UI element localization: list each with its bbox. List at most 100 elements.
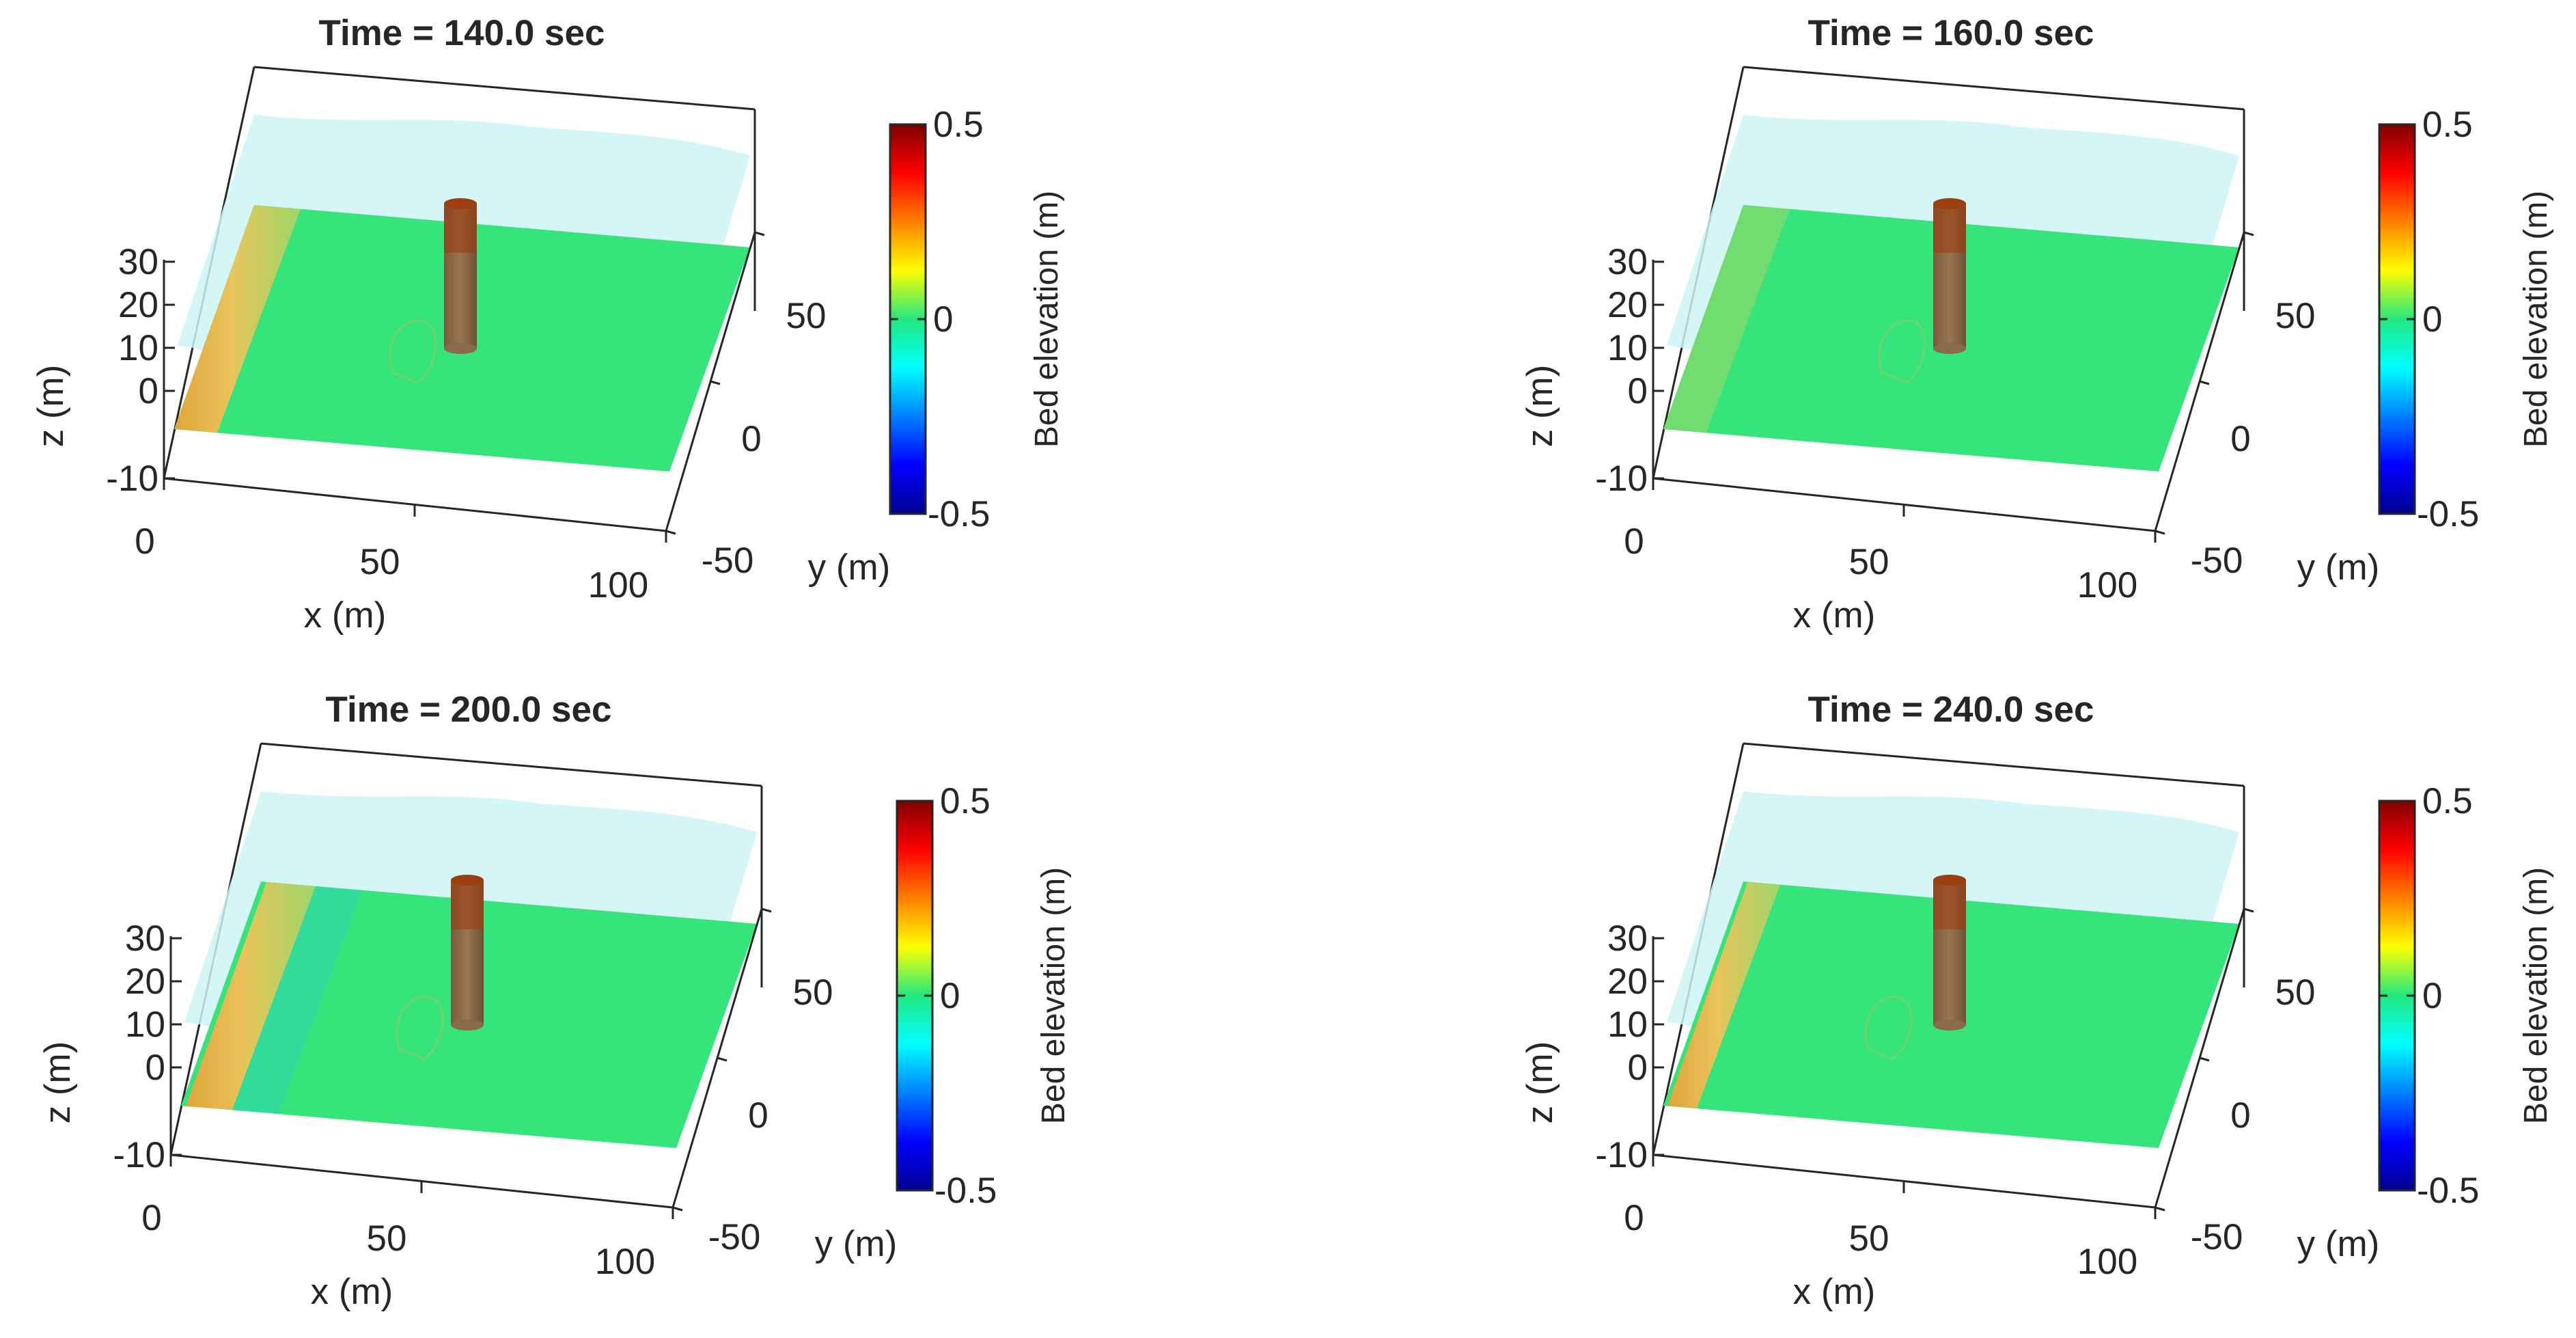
y-tick-labels: 50 0 -50 (2191, 972, 2316, 1257)
x-tick: 50 (1849, 542, 1889, 582)
colorbar-tick: 0.5 (2422, 781, 2473, 821)
colorbar-tick: 0 (940, 976, 960, 1016)
y-axis-label: y (m) (2297, 547, 2380, 588)
x-tick: 50 (1849, 1218, 1889, 1259)
bed-ridge (186, 882, 316, 1110)
x-axis-label: x (m) (1793, 1272, 1876, 1312)
x-tick: 0 (135, 521, 154, 562)
x-tick: 100 (2077, 1242, 2137, 1282)
tick-marks (163, 231, 765, 543)
colorbar-label: Bed elevation (m) (1036, 867, 1072, 1124)
x-axis-label: x (m) (304, 595, 387, 636)
z-axis-label: z (m) (1520, 365, 1560, 448)
colorbar-tick: 0.5 (2422, 105, 2473, 145)
colorbar-tick: -0.5 (2417, 494, 2479, 534)
tick-marks (1652, 907, 2254, 1219)
y-tick: 50 (786, 296, 827, 336)
z-tick: 20 (1607, 285, 1648, 325)
z-tick: 0 (146, 1048, 165, 1088)
panel-title: Time = 140.0 sec (319, 13, 605, 53)
z-tick: 30 (1607, 242, 1648, 282)
scour-contour (396, 996, 444, 1061)
z-tick: 20 (1607, 961, 1648, 1002)
colorbar-tick: 0.5 (940, 781, 991, 821)
subplot-4: Time = 240.0 sec (1520, 690, 2554, 1312)
x-tick-labels: 0 50 100 (1624, 1198, 2137, 1282)
z-tick: 10 (118, 328, 158, 368)
colorbar-tick: 0.5 (933, 105, 984, 145)
panel-title: Time = 200.0 sec (326, 690, 612, 730)
pile-cylinder (451, 875, 484, 1030)
x-tick: 50 (360, 542, 400, 582)
y-tick: -50 (2191, 1217, 2243, 1257)
x-tick: 0 (1624, 1198, 1644, 1238)
z-tick: 30 (118, 242, 158, 282)
z-axis-label: z (m) (38, 1041, 78, 1124)
x-tick: 50 (367, 1218, 407, 1259)
colorbar-label: Bed elevation (m) (1029, 191, 1065, 448)
z-axis-label: z (m) (31, 365, 71, 448)
colorbar-tick: -0.5 (928, 494, 990, 534)
y-tick: 50 (2275, 296, 2316, 336)
z-tick: 30 (125, 918, 165, 959)
colorbar-tick: 0 (2422, 299, 2442, 340)
z-tick: 0 (1628, 1048, 1648, 1088)
bed-ridge (174, 205, 301, 433)
colorbar-label: Bed elevation (m) (2518, 867, 2554, 1124)
colorbar: 0.5 0 -0.5 Bed elevation (m) (2378, 105, 2554, 534)
pile-cylinder (1933, 875, 1966, 1030)
y-tick: -50 (708, 1217, 761, 1257)
colorbar: 0.5 0 -0.5 Bed elevation (m) (2378, 781, 2554, 1211)
z-tick: 10 (125, 1005, 165, 1045)
y-tick: 50 (2275, 972, 2316, 1013)
x-tick: 100 (2077, 565, 2137, 605)
x-tick: 0 (141, 1198, 161, 1238)
y-tick: -50 (702, 541, 754, 581)
panel-title: Time = 240.0 sec (1808, 690, 2094, 730)
colorbar-tick: -0.5 (934, 1171, 997, 1211)
tick-marks (1652, 231, 2254, 543)
tick-marks (169, 907, 772, 1219)
y-tick-labels: 50 0 -50 (702, 296, 827, 581)
y-tick: 0 (2230, 1095, 2250, 1136)
z-tick-labels: 30 20 10 0 -10 (113, 918, 165, 1175)
x-tick: 100 (595, 1242, 655, 1282)
subplot-3: Time = 200.0 sec (38, 690, 1072, 1312)
colorbar-tick: 0 (2422, 976, 2442, 1016)
z-tick: 10 (1607, 1005, 1648, 1045)
z-tick: -10 (1595, 1135, 1648, 1175)
x-tick-labels: 0 50 100 (135, 521, 648, 605)
y-axis-label: y (m) (2297, 1224, 2380, 1264)
x-tick-labels: 0 50 100 (1624, 521, 2137, 605)
y-tick: 50 (793, 972, 833, 1013)
x-tick: 100 (588, 565, 648, 605)
subplot-1: Time = 140.0 sec (31, 13, 1065, 636)
y-tick: 0 (2230, 419, 2250, 459)
scour-contour (1878, 319, 1926, 384)
colorbar: 0.5 0 -0.5 Bed elevation (m) (896, 781, 1072, 1211)
y-axis-label: y (m) (815, 1224, 898, 1264)
x-tick-labels: 0 50 100 (141, 1198, 655, 1282)
subplot-2: Time = 160.0 sec (1520, 13, 2554, 636)
x-tick: 0 (1624, 521, 1644, 562)
z-tick-labels: 30 20 10 0 -10 (106, 242, 158, 499)
scour-contour (1864, 996, 1913, 1061)
x-axis-label: x (m) (1793, 595, 1876, 636)
colorbar-tick: -0.5 (2417, 1171, 2479, 1211)
y-axis-label: y (m) (808, 547, 891, 588)
z-tick: 10 (1607, 328, 1648, 368)
y-tick-labels: 50 0 -50 (2191, 296, 2316, 581)
z-tick: 0 (139, 371, 158, 411)
z-tick-labels: 30 20 10 0 -10 (1595, 242, 1648, 499)
y-tick: 0 (741, 419, 761, 459)
scour-zone (232, 886, 362, 1114)
y-tick: 0 (748, 1095, 768, 1136)
scour-contour (389, 319, 437, 384)
z-tick: -10 (106, 459, 158, 499)
z-tick: 20 (118, 285, 158, 325)
colorbar: 0.5 0 -0.5 Bed elevation (m) (889, 105, 1065, 534)
bed-ridge (1663, 205, 1790, 433)
panel-title: Time = 160.0 sec (1808, 13, 2094, 53)
z-tick: 0 (1628, 371, 1648, 411)
